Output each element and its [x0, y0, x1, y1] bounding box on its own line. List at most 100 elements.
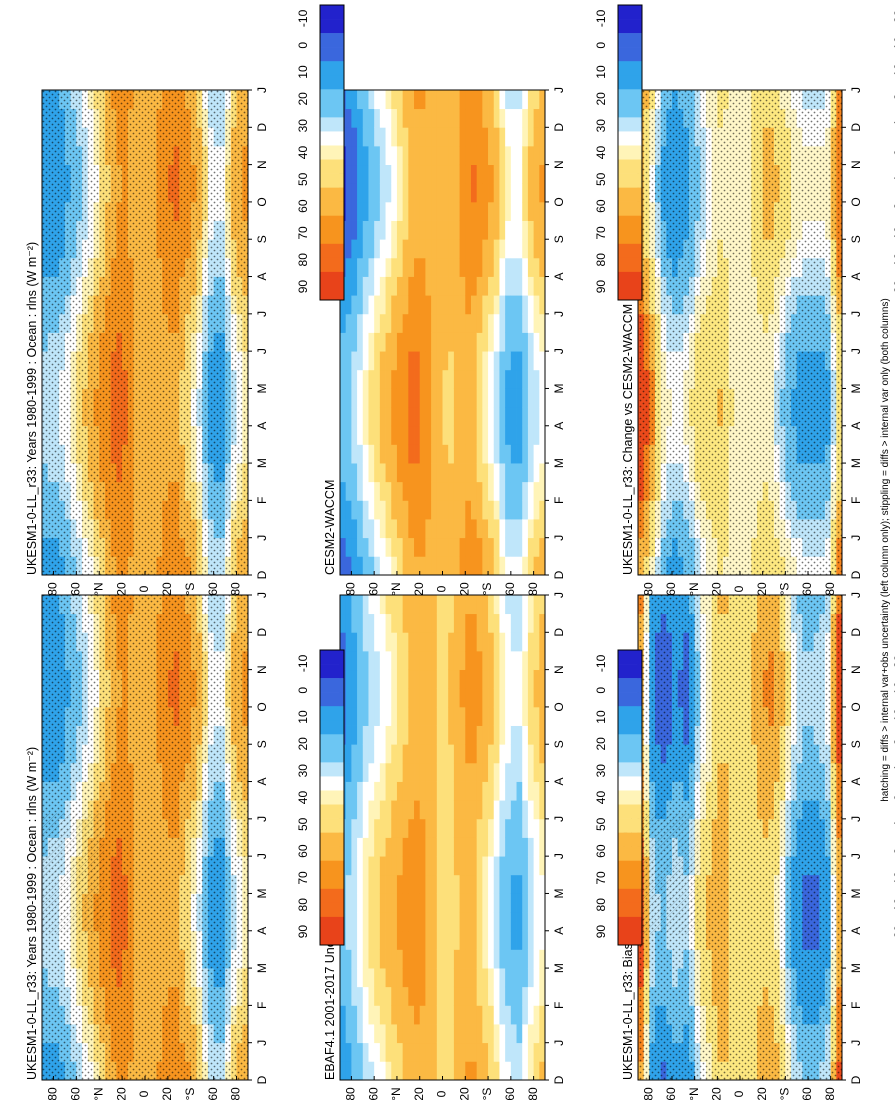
heatmap-cell: [539, 537, 546, 557]
heatmap-cell: [431, 744, 438, 764]
heatmap-cell: [419, 556, 426, 576]
heatmap-cell: [385, 519, 392, 539]
heatmap-cell: [436, 1042, 443, 1062]
heatmap-cell: [499, 257, 506, 277]
heatmap-cell: [499, 183, 506, 203]
heatmap-cell: [516, 425, 523, 445]
month-tick-label: A: [552, 927, 566, 935]
heatmap-cell: [436, 463, 443, 483]
heatmap-cell: [431, 425, 438, 445]
month-tick-label: O: [849, 702, 863, 711]
heatmap-cell: [442, 164, 449, 184]
heatmap-cell: [453, 481, 460, 501]
heatmap-cell: [425, 706, 432, 726]
heatmap-cell: [516, 444, 523, 464]
heatmap-cell: [448, 183, 455, 203]
heatmap-cell: [499, 706, 506, 726]
lat-tick-label: 20: [710, 1087, 724, 1100]
lat-tick-label: 0: [435, 1090, 449, 1097]
heatmap-cell: [419, 463, 426, 483]
heatmap-cell: [385, 762, 392, 782]
heatmap-cell: [527, 257, 535, 277]
heatmap-cell: [453, 127, 460, 147]
heatmap-cell: [391, 669, 398, 689]
heatmap-cell: [522, 145, 529, 166]
heatmap-cell: [527, 369, 535, 389]
heatmap-cell: [414, 800, 421, 820]
heatmap-cell: [431, 1042, 438, 1062]
heatmap-cell: [465, 986, 472, 1006]
heatmap-cell: [476, 556, 483, 576]
heatmap-cell: [488, 1005, 495, 1025]
heatmap-cell: [362, 874, 369, 894]
heatmap-cell: [482, 313, 489, 333]
heatmap-cell: [351, 519, 358, 539]
lat-tick-label: 20: [160, 1087, 174, 1100]
heatmap-cell: [488, 369, 495, 389]
heatmap-cell: [362, 595, 369, 615]
heatmap-cell: [510, 688, 517, 708]
heatmap-cell: [533, 874, 540, 894]
heatmap-cell: [391, 912, 398, 932]
heatmap-cell: [476, 220, 483, 240]
heatmap-cell: [379, 800, 386, 820]
heatmap-cell: [527, 1024, 535, 1044]
heatmap-cell: [442, 108, 449, 128]
heatmap-cell: [539, 1061, 546, 1081]
heatmap-cell: [345, 949, 352, 969]
lat-tick-label: 60: [206, 582, 220, 596]
heatmap-cell: [368, 407, 375, 427]
heatmap-cell: [488, 332, 495, 352]
heatmap-cell: [465, 108, 472, 128]
heatmap-cell: [510, 912, 517, 932]
heatmap-cell: [493, 220, 500, 240]
heatmap-cell: [414, 1024, 421, 1044]
heatmap-cell: [425, 650, 432, 671]
heatmap-cell: [482, 164, 489, 184]
heatmap-cell: [453, 351, 460, 371]
heatmap-cell: [431, 351, 438, 371]
heatmap-cell: [488, 725, 495, 745]
heatmap-cell: [442, 1005, 449, 1025]
month-tick-label: F: [552, 1002, 566, 1009]
heatmap-cell: [379, 632, 386, 652]
heatmap-cell: [442, 688, 449, 708]
heatmap-cell: [510, 481, 517, 501]
heatmap-cell: [505, 313, 512, 333]
heatmap-cell: [419, 1042, 426, 1062]
heatmap-cell: [493, 669, 500, 689]
heatmap-cell: [510, 145, 517, 166]
heatmap-cell: [357, 781, 364, 801]
heatmap-cell: [453, 968, 460, 988]
heatmap-cell: [465, 912, 472, 932]
heatmap-cell: [396, 463, 404, 483]
heatmap-cell: [533, 595, 540, 615]
heatmap-cell: [368, 183, 375, 203]
heatmap-cell: [482, 295, 489, 315]
heatmap-cell: [391, 481, 398, 501]
heatmap-cell: [351, 725, 358, 745]
heatmap-cell: [374, 183, 381, 203]
heatmap-cell: [527, 1005, 535, 1025]
heatmap-cell: [499, 856, 506, 876]
heatmap-cell: [402, 519, 409, 539]
heatmap-cell: [482, 986, 489, 1006]
heatmap-cell: [459, 164, 466, 184]
heatmap-cell: [453, 725, 460, 745]
heatmap-cell: [419, 706, 426, 726]
heatmap-cell: [499, 632, 506, 652]
heatmap-cell: [368, 332, 375, 352]
heatmap-cell: [414, 556, 421, 576]
heatmap-cell: [340, 332, 347, 352]
heatmap-cell: [362, 220, 369, 240]
heatmap-cell: [516, 688, 523, 708]
heatmap-cell: [374, 313, 381, 333]
heatmap-cell: [345, 613, 352, 633]
heatmap-cell: [436, 893, 443, 913]
heatmap-cell: [357, 930, 364, 950]
heatmap-cell: [408, 762, 415, 782]
heatmap-cell: [516, 725, 523, 745]
heatmap-cell: [431, 725, 438, 745]
heatmap-cell: [539, 90, 546, 110]
heatmap-cell: [396, 388, 404, 408]
